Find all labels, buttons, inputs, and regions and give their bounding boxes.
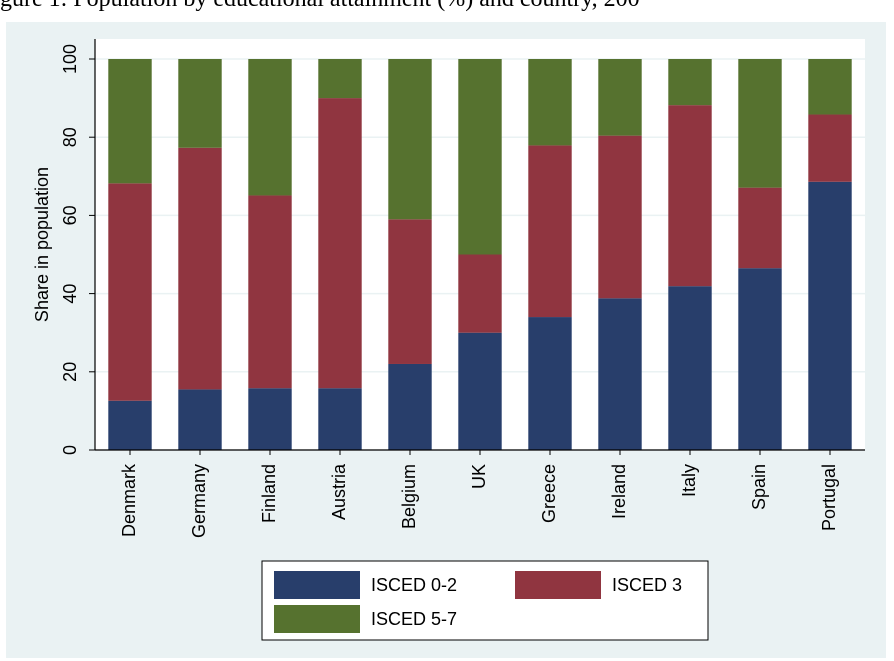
bar-segment	[318, 98, 362, 389]
bar-segment	[528, 59, 572, 146]
x-tick-label: Portugal	[819, 464, 839, 531]
x-tick-label: Denmark	[119, 463, 139, 537]
chart-panel: Denmark Germany Finland Austria Belgium UK Gre…	[6, 22, 886, 658]
bar-segment	[248, 59, 292, 196]
bar-segment	[738, 59, 782, 188]
x-tick-label: Germany	[189, 464, 209, 538]
bar-segment	[108, 59, 152, 184]
figure-caption: gure 1: Population by educational attain…	[0, 0, 640, 13]
y-tick-label: 60	[60, 205, 80, 225]
y-tick-label: 0	[60, 445, 80, 455]
bar-segment	[528, 145, 572, 318]
bar-segment	[388, 363, 432, 450]
x-tick-label: Belgium	[399, 464, 419, 529]
bar-segment	[808, 59, 852, 115]
bar-segment	[318, 388, 362, 450]
legend-label: ISCED 3	[612, 575, 682, 595]
bar-segment	[178, 59, 222, 148]
y-tick-label: 20	[60, 362, 80, 382]
bar-segment	[388, 59, 432, 220]
bar-segment	[458, 59, 502, 255]
bar-segment	[738, 268, 782, 450]
y-tick-label: 80	[60, 127, 80, 147]
bar-segment	[248, 388, 292, 450]
bar-segment	[178, 389, 222, 450]
bar-segment	[458, 254, 502, 333]
x-tick-label: Ireland	[609, 464, 629, 519]
bar-segment	[598, 135, 642, 299]
bar-segment	[598, 298, 642, 450]
bar-segment	[598, 59, 642, 136]
bar-segment	[668, 286, 712, 450]
bar-segment	[458, 332, 502, 450]
x-tick-label: Greece	[539, 464, 559, 523]
x-tick-label: Italy	[679, 464, 699, 497]
legend-swatch	[274, 571, 360, 599]
bar-segment	[388, 219, 432, 364]
bar-segment	[808, 181, 852, 451]
y-tick-label: 100	[60, 44, 80, 74]
x-tick-label: Finland	[259, 464, 279, 523]
bar-segment	[668, 59, 712, 106]
y-axis-title: Share in population	[32, 167, 52, 322]
bar-segment	[668, 105, 712, 287]
stacked-bar-chart: Denmark Germany Finland Austria Belgium UK Gre…	[32, 39, 865, 641]
legend-swatch	[515, 571, 601, 599]
x-tick-label: Austria	[329, 463, 349, 520]
x-tick-label: Spain	[749, 464, 769, 510]
y-tick-label: 40	[60, 284, 80, 304]
bar-segment	[248, 195, 292, 389]
bar-segment	[808, 114, 852, 182]
legend-label: ISCED 0-2	[371, 575, 457, 595]
bar-segment	[108, 400, 152, 450]
x-tick-label: UK	[469, 464, 489, 489]
bar-segment	[178, 147, 222, 390]
bar-segment	[528, 317, 572, 450]
bar-segment	[738, 187, 782, 269]
bar-segment	[108, 183, 152, 401]
legend-label: ISCED 5-7	[371, 609, 457, 629]
bar-segment	[318, 59, 362, 99]
legend-swatch	[274, 605, 360, 633]
